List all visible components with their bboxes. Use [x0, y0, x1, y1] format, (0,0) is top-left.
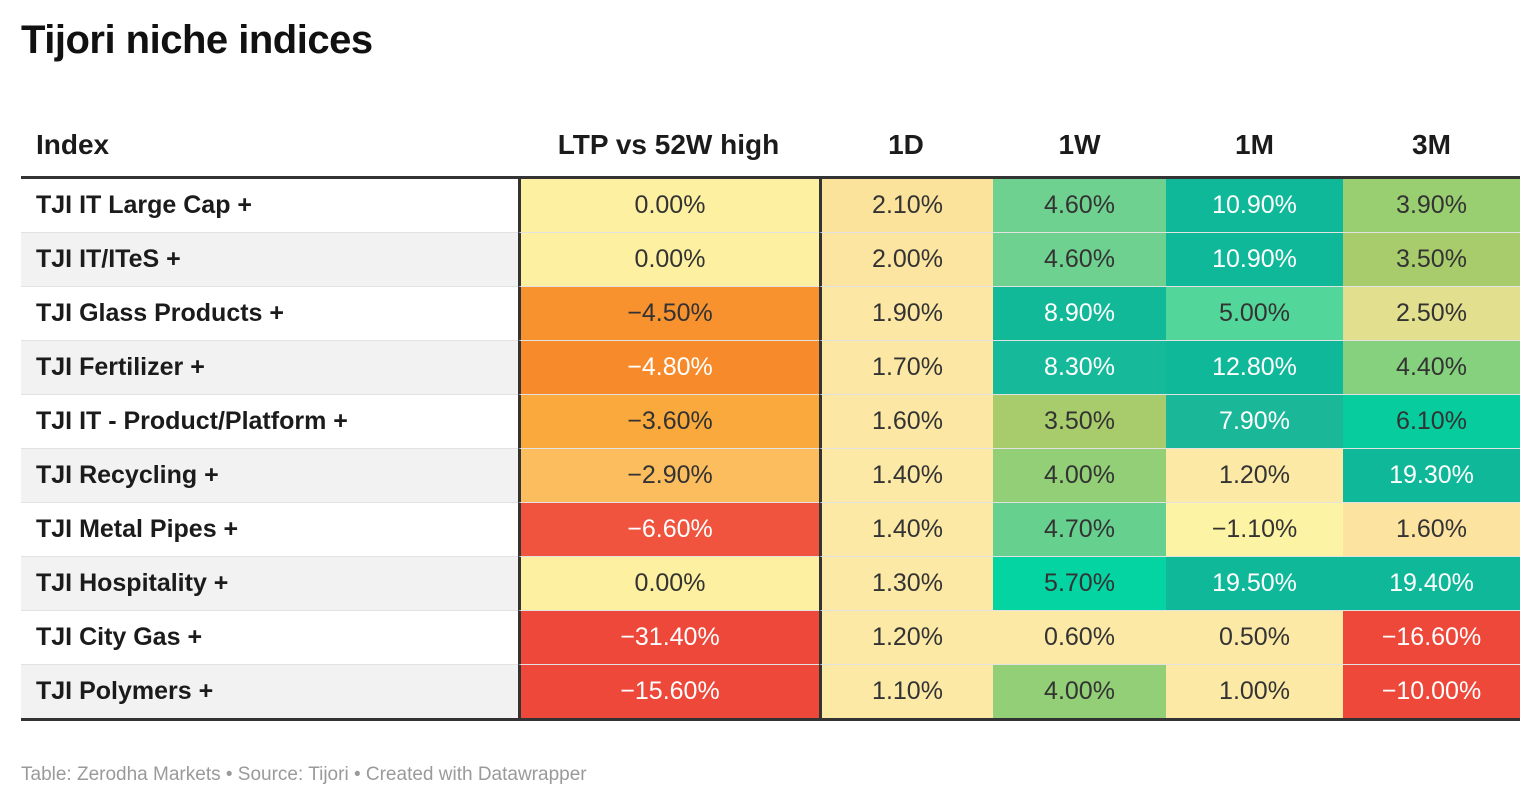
value-cell: −31.40% [518, 611, 819, 665]
column-header[interactable]: 1W [993, 114, 1166, 179]
value-cell: 4.40% [1343, 341, 1520, 395]
value-cell: 19.50% [1166, 557, 1343, 611]
data-table: Index LTP vs 52W high 1D 1W 1M 3M TJI IT… [21, 114, 1520, 721]
value-cell: −6.60% [518, 503, 819, 557]
value-cell: 1.00% [1166, 665, 1343, 721]
value-cell: 1.20% [819, 611, 993, 665]
value-cell: 8.90% [993, 287, 1166, 341]
chart-title: Tijori niche indices [21, 18, 373, 62]
value-cell: 19.30% [1343, 449, 1520, 503]
source-footer: Table: Zerodha Markets • Source: Tijori … [21, 764, 587, 785]
value-cell: 4.60% [993, 179, 1166, 233]
value-cell: −15.60% [518, 665, 819, 721]
table-row: TJI Fertilizer + −4.80% 1.70% 8.30% 12.80% 4.… [21, 341, 1520, 395]
index-name-cell: TJI Glass Products + [21, 287, 518, 341]
value-cell: −3.60% [518, 395, 819, 449]
value-cell: 1.10% [819, 665, 993, 721]
column-header[interactable]: 3M [1343, 114, 1520, 179]
table-row: TJI Glass Products + −4.50% 1.90% 8.90% 5.00… [21, 287, 1520, 341]
value-cell: 1.40% [819, 503, 993, 557]
value-cell: 3.90% [1343, 179, 1520, 233]
column-header[interactable]: Index [21, 114, 518, 179]
value-cell: 2.50% [1343, 287, 1520, 341]
table-row: TJI Hospitality +0.00% 1.30% 5.70% 19.50% 19… [21, 557, 1520, 611]
index-name-cell: TJI Fertilizer + [21, 341, 518, 395]
value-cell: 2.00% [819, 233, 993, 287]
column-header[interactable]: 1M [1166, 114, 1343, 179]
value-cell: 1.30% [819, 557, 993, 611]
table-row: TJI IT Large Cap +0.00% 2.10% 4.60% 10.90% 3… [21, 179, 1520, 233]
value-cell: −4.50% [518, 287, 819, 341]
value-cell: 4.00% [993, 665, 1166, 721]
value-cell: 1.20% [1166, 449, 1343, 503]
value-cell: 10.90% [1166, 179, 1343, 233]
value-cell: 1.70% [819, 341, 993, 395]
column-header[interactable]: 1D [819, 114, 993, 179]
value-cell: −10.00% [1343, 665, 1520, 721]
table-row: TJI IT - Product/Platform + −3.60% 1.60% 3.… [21, 395, 1520, 449]
index-name-cell: TJI IT - Product/Platform + [21, 395, 518, 449]
value-cell: 0.00% [518, 557, 819, 611]
value-cell: 1.40% [819, 449, 993, 503]
table-body: TJI IT Large Cap +0.00% 2.10% 4.60% 10.90% 3… [21, 179, 1520, 721]
value-cell: 12.80% [1166, 341, 1343, 395]
index-name-cell: TJI Hospitality + [21, 557, 518, 611]
index-name-cell: TJI IT/ITeS + [21, 233, 518, 287]
value-cell: 1.60% [1343, 503, 1520, 557]
table-row: TJI Polymers + −15.60% 1.10% 4.00% 1.00% −10.… [21, 665, 1520, 721]
value-cell: 1.60% [819, 395, 993, 449]
value-cell: 3.50% [1343, 233, 1520, 287]
value-cell: 0.50% [1166, 611, 1343, 665]
value-cell: 0.00% [518, 179, 819, 233]
value-cell: −4.80% [518, 341, 819, 395]
index-name-cell: TJI Polymers + [21, 665, 518, 721]
value-cell: 8.30% [993, 341, 1166, 395]
value-cell: 1.90% [819, 287, 993, 341]
value-cell: 0.60% [993, 611, 1166, 665]
header-row: Index LTP vs 52W high 1D 1W 1M 3M [21, 114, 1520, 179]
value-cell: −16.60% [1343, 611, 1520, 665]
table-row: TJI IT/ITeS +0.00% 2.00% 4.60% 10.90% 3.50% [21, 233, 1520, 287]
index-name-cell: TJI Metal Pipes + [21, 503, 518, 557]
value-cell: 4.70% [993, 503, 1166, 557]
value-cell: −1.10% [1166, 503, 1343, 557]
value-cell: 5.70% [993, 557, 1166, 611]
value-cell: 19.40% [1343, 557, 1520, 611]
column-header[interactable]: LTP vs 52W high [518, 114, 819, 179]
table-row: TJI City Gas + −31.40% 1.20% 0.60% 0.50% −16.… [21, 611, 1520, 665]
value-cell: 4.00% [993, 449, 1166, 503]
value-cell: 3.50% [993, 395, 1166, 449]
index-name-cell: TJI Recycling + [21, 449, 518, 503]
value-cell: 5.00% [1166, 287, 1343, 341]
value-cell: 4.60% [993, 233, 1166, 287]
value-cell: 2.10% [819, 179, 993, 233]
value-cell: 6.10% [1343, 395, 1520, 449]
table-row: TJI Recycling + −2.90% 1.40% 4.00% 1.20% 19.3… [21, 449, 1520, 503]
index-name-cell: TJI City Gas + [21, 611, 518, 665]
value-cell: 0.00% [518, 233, 819, 287]
value-cell: 10.90% [1166, 233, 1343, 287]
index-name-cell: TJI IT Large Cap + [21, 179, 518, 233]
table-row: TJI Metal Pipes + −6.60% 1.40% 4.70% −1.10% 1… [21, 503, 1520, 557]
value-cell: 7.90% [1166, 395, 1343, 449]
value-cell: −2.90% [518, 449, 819, 503]
